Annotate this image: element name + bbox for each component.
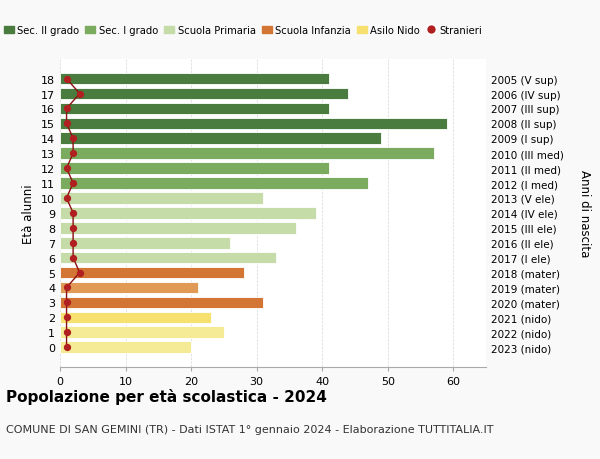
Bar <box>60 207 316 219</box>
Text: COMUNE DI SAN GEMINI (TR) - Dati ISTAT 1° gennaio 2024 - Elaborazione TUTTITALIA: COMUNE DI SAN GEMINI (TR) - Dati ISTAT 1… <box>6 425 493 435</box>
Bar <box>60 327 224 338</box>
Bar <box>60 193 263 204</box>
Point <box>68 224 78 232</box>
Point <box>68 240 78 247</box>
Bar <box>60 341 191 353</box>
Point <box>62 299 71 307</box>
Bar <box>60 297 263 308</box>
Point <box>62 195 71 202</box>
Bar <box>60 89 349 100</box>
Bar <box>60 163 329 174</box>
Point <box>75 91 85 98</box>
Point <box>62 76 71 83</box>
Text: Popolazione per età scolastica - 2024: Popolazione per età scolastica - 2024 <box>6 388 327 404</box>
Bar <box>60 178 368 190</box>
Y-axis label: Anni di nascita: Anni di nascita <box>578 170 590 257</box>
Bar <box>60 252 276 264</box>
Point <box>62 344 71 351</box>
Point <box>68 254 78 262</box>
Bar <box>60 223 296 234</box>
Legend: Sec. II grado, Sec. I grado, Scuola Primaria, Scuola Infanzia, Asilo Nido, Stran: Sec. II grado, Sec. I grado, Scuola Prim… <box>0 22 487 39</box>
Point <box>68 180 78 187</box>
Bar <box>60 282 197 294</box>
Bar <box>60 312 211 324</box>
Point <box>62 120 71 128</box>
Point <box>62 106 71 113</box>
Point <box>62 165 71 173</box>
Bar <box>60 133 381 145</box>
Bar <box>60 267 244 279</box>
Point <box>68 150 78 157</box>
Point <box>62 284 71 291</box>
Point <box>75 269 85 277</box>
Bar <box>60 118 446 130</box>
Point <box>62 314 71 321</box>
Point <box>68 210 78 217</box>
Bar <box>60 103 329 115</box>
Point <box>68 135 78 143</box>
Bar <box>60 237 230 249</box>
Bar <box>60 148 434 160</box>
Bar <box>60 73 329 85</box>
Y-axis label: Età alunni: Età alunni <box>22 184 35 243</box>
Point <box>62 329 71 336</box>
